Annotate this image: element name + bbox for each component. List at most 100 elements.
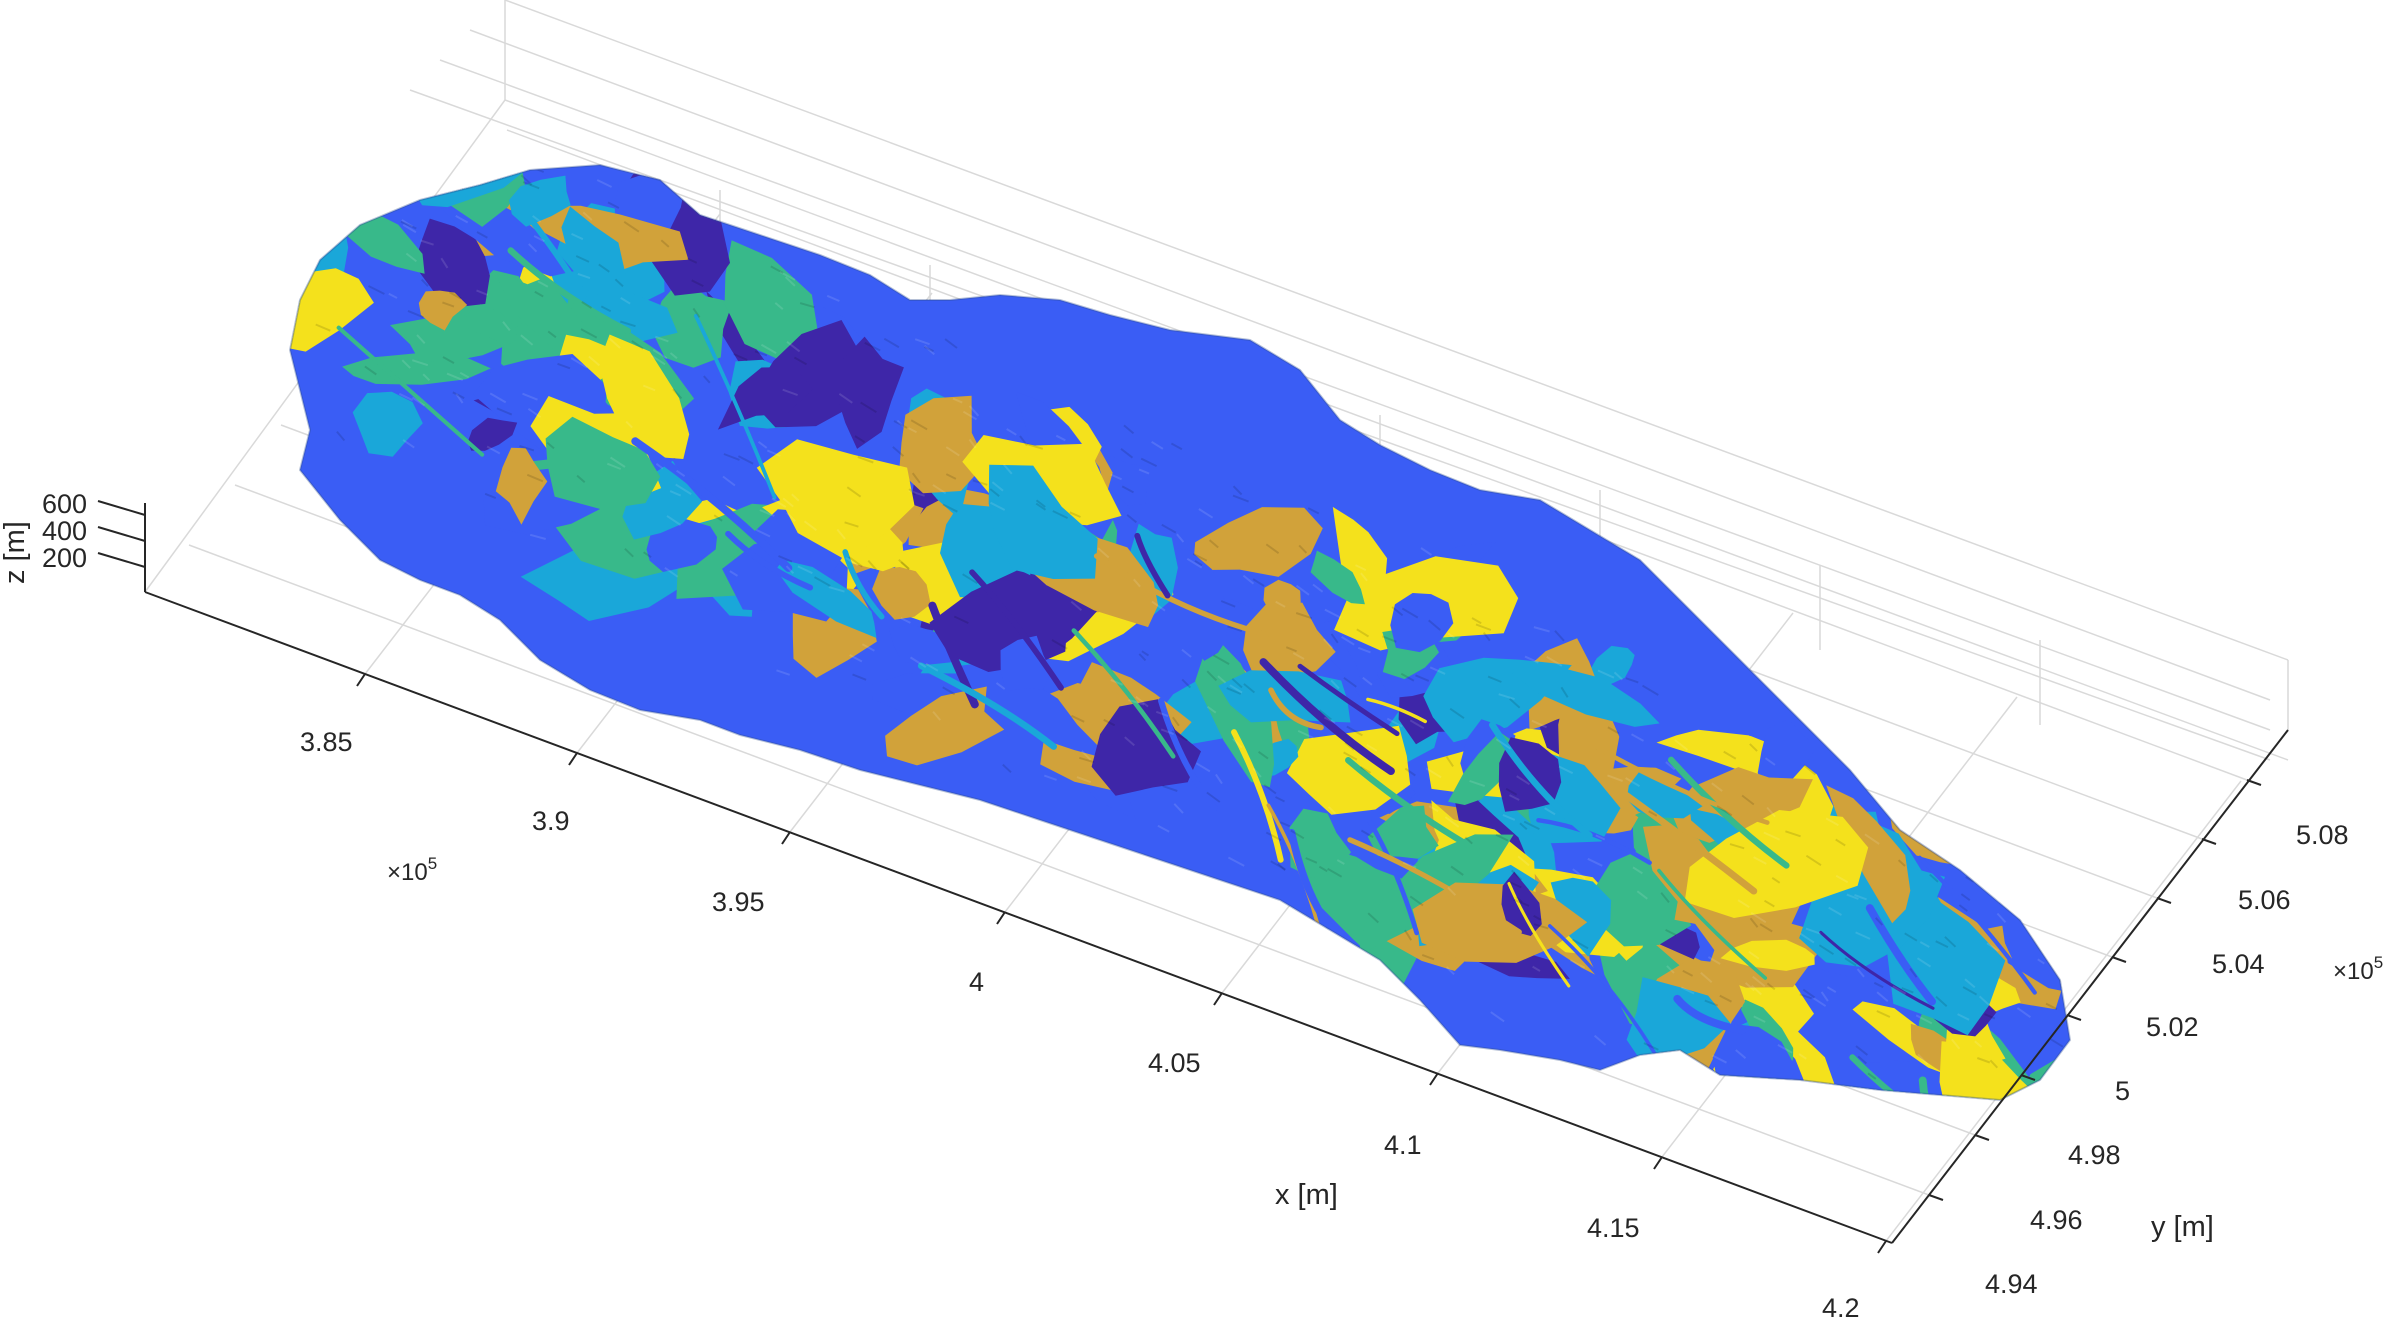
- shade-stroke: [1674, 739, 1689, 751]
- shade-stroke: [1752, 975, 1766, 988]
- shade-stroke: [1876, 1010, 1891, 1018]
- shade-stroke: [620, 297, 631, 305]
- x-tick: 4: [969, 911, 1006, 997]
- shade-stroke: [1759, 923, 1773, 933]
- shade-stroke: [1242, 574, 1255, 585]
- shade-stroke: [388, 292, 398, 299]
- x-tick-label: 3.85: [300, 727, 353, 757]
- z-tick-label: 200: [42, 543, 87, 573]
- shade-stroke: [520, 174, 533, 186]
- shade-stroke: [848, 556, 863, 568]
- shade-stroke: [1160, 728, 1174, 735]
- subcatchment-patch: [1169, 547, 1230, 661]
- x-tick: 4.05: [1148, 992, 1223, 1078]
- shade-stroke: [455, 393, 464, 404]
- shade-stroke: [1748, 950, 1760, 960]
- shade-stroke: [1785, 830, 1801, 838]
- shade-stroke: [826, 294, 840, 302]
- shade-stroke: [849, 654, 863, 663]
- shade-stroke: [1097, 547, 1110, 559]
- shade-stroke: [476, 231, 488, 239]
- shade-stroke: [377, 110, 387, 118]
- shade-stroke: [1803, 764, 1817, 776]
- shade-stroke: [541, 146, 551, 153]
- shade-stroke: [1607, 774, 1623, 782]
- subcatchment-patch: [899, 395, 987, 494]
- shade-stroke: [660, 239, 670, 248]
- shade-stroke: [1929, 873, 1939, 883]
- shade-stroke: [861, 643, 875, 652]
- shade-stroke: [1447, 632, 1455, 639]
- subcatchment-patch: [561, 206, 626, 298]
- shade-stroke: [2048, 1037, 2064, 1048]
- shade-stroke: [1428, 619, 1441, 631]
- shade-stroke: [1636, 890, 1648, 900]
- shade-stroke: [1198, 508, 1214, 519]
- shade-stroke: [1312, 583, 1324, 593]
- shade-stroke: [1055, 434, 1066, 442]
- z-tick: 600: [42, 489, 146, 519]
- y-tick: 5.04: [2156, 897, 2265, 979]
- shade-stroke: [581, 301, 593, 309]
- shade-stroke: [1873, 981, 1884, 989]
- y-axis-ticks: 4.94 4.96 4.98 5 5.02 5.04 5.06 5.08: [1928, 779, 2383, 1299]
- subcatchment-patch: [1996, 841, 2070, 919]
- shade-stroke: [757, 440, 768, 449]
- shade-stroke: [932, 710, 941, 721]
- shade-stroke: [1232, 738, 1243, 749]
- stream-channel: [725, 530, 814, 591]
- stream-channel: [842, 549, 885, 620]
- shade-stroke: [733, 353, 748, 362]
- shade-stroke: [1855, 1045, 1869, 1056]
- subcatchment-patch: [467, 417, 518, 451]
- subcatchment-patch: [646, 519, 717, 572]
- shade-stroke: [1864, 833, 1880, 845]
- shade-stroke: [476, 289, 489, 296]
- shade-stroke: [1217, 675, 1227, 684]
- shade-stroke: [1469, 779, 1486, 788]
- shade-stroke: [625, 420, 633, 429]
- stream-channel: [1819, 930, 1935, 1010]
- shade-stroke: [1515, 896, 1523, 903]
- shade-stroke: [1079, 756, 1095, 764]
- shade-stroke: [1336, 859, 1345, 865]
- shade-stroke: [1915, 1014, 1933, 1025]
- shade-stroke: [1051, 639, 1068, 650]
- shade-stroke: [1958, 904, 1968, 912]
- y-tick-label: 5.08: [2296, 820, 2349, 850]
- shade-stroke: [867, 559, 877, 571]
- shade-stroke: [797, 565, 813, 575]
- shade-stroke: [1360, 829, 1374, 839]
- shade-stroke: [2037, 958, 2045, 965]
- shade-stroke: [1135, 696, 1149, 708]
- shade-stroke: [623, 220, 640, 233]
- subcatchment-patch: [343, 165, 403, 197]
- shade-stroke: [962, 573, 978, 585]
- shade-stroke: [1464, 836, 1473, 845]
- subcatchment-patch: [1192, 507, 1323, 577]
- shade-stroke: [1161, 523, 1177, 534]
- y-tick-label: 5.04: [2212, 949, 2265, 979]
- shade-stroke: [320, 127, 334, 132]
- shade-stroke: [459, 371, 470, 379]
- shade-stroke: [686, 257, 698, 264]
- shade-stroke: [1607, 726, 1620, 735]
- shade-stroke: [1763, 899, 1775, 908]
- subcatchment-patch: [1826, 785, 1911, 924]
- shade-stroke: [399, 99, 405, 105]
- shade-stroke: [1133, 578, 1141, 588]
- shade-stroke: [900, 561, 910, 570]
- shade-stroke: [1763, 831, 1781, 841]
- shade-stroke: [1641, 684, 1659, 696]
- shade-stroke: [1171, 716, 1180, 727]
- shade-stroke: [1666, 965, 1675, 974]
- shade-stroke: [631, 340, 644, 350]
- shade-stroke: [344, 85, 351, 95]
- shade-stroke: [1625, 777, 1641, 787]
- shade-stroke: [388, 150, 403, 159]
- z-tick: 200: [42, 543, 146, 573]
- shade-stroke: [1275, 796, 1285, 803]
- subcatchment-patch: [872, 567, 931, 620]
- shade-stroke: [1509, 881, 1522, 889]
- shade-stroke: [1517, 855, 1530, 867]
